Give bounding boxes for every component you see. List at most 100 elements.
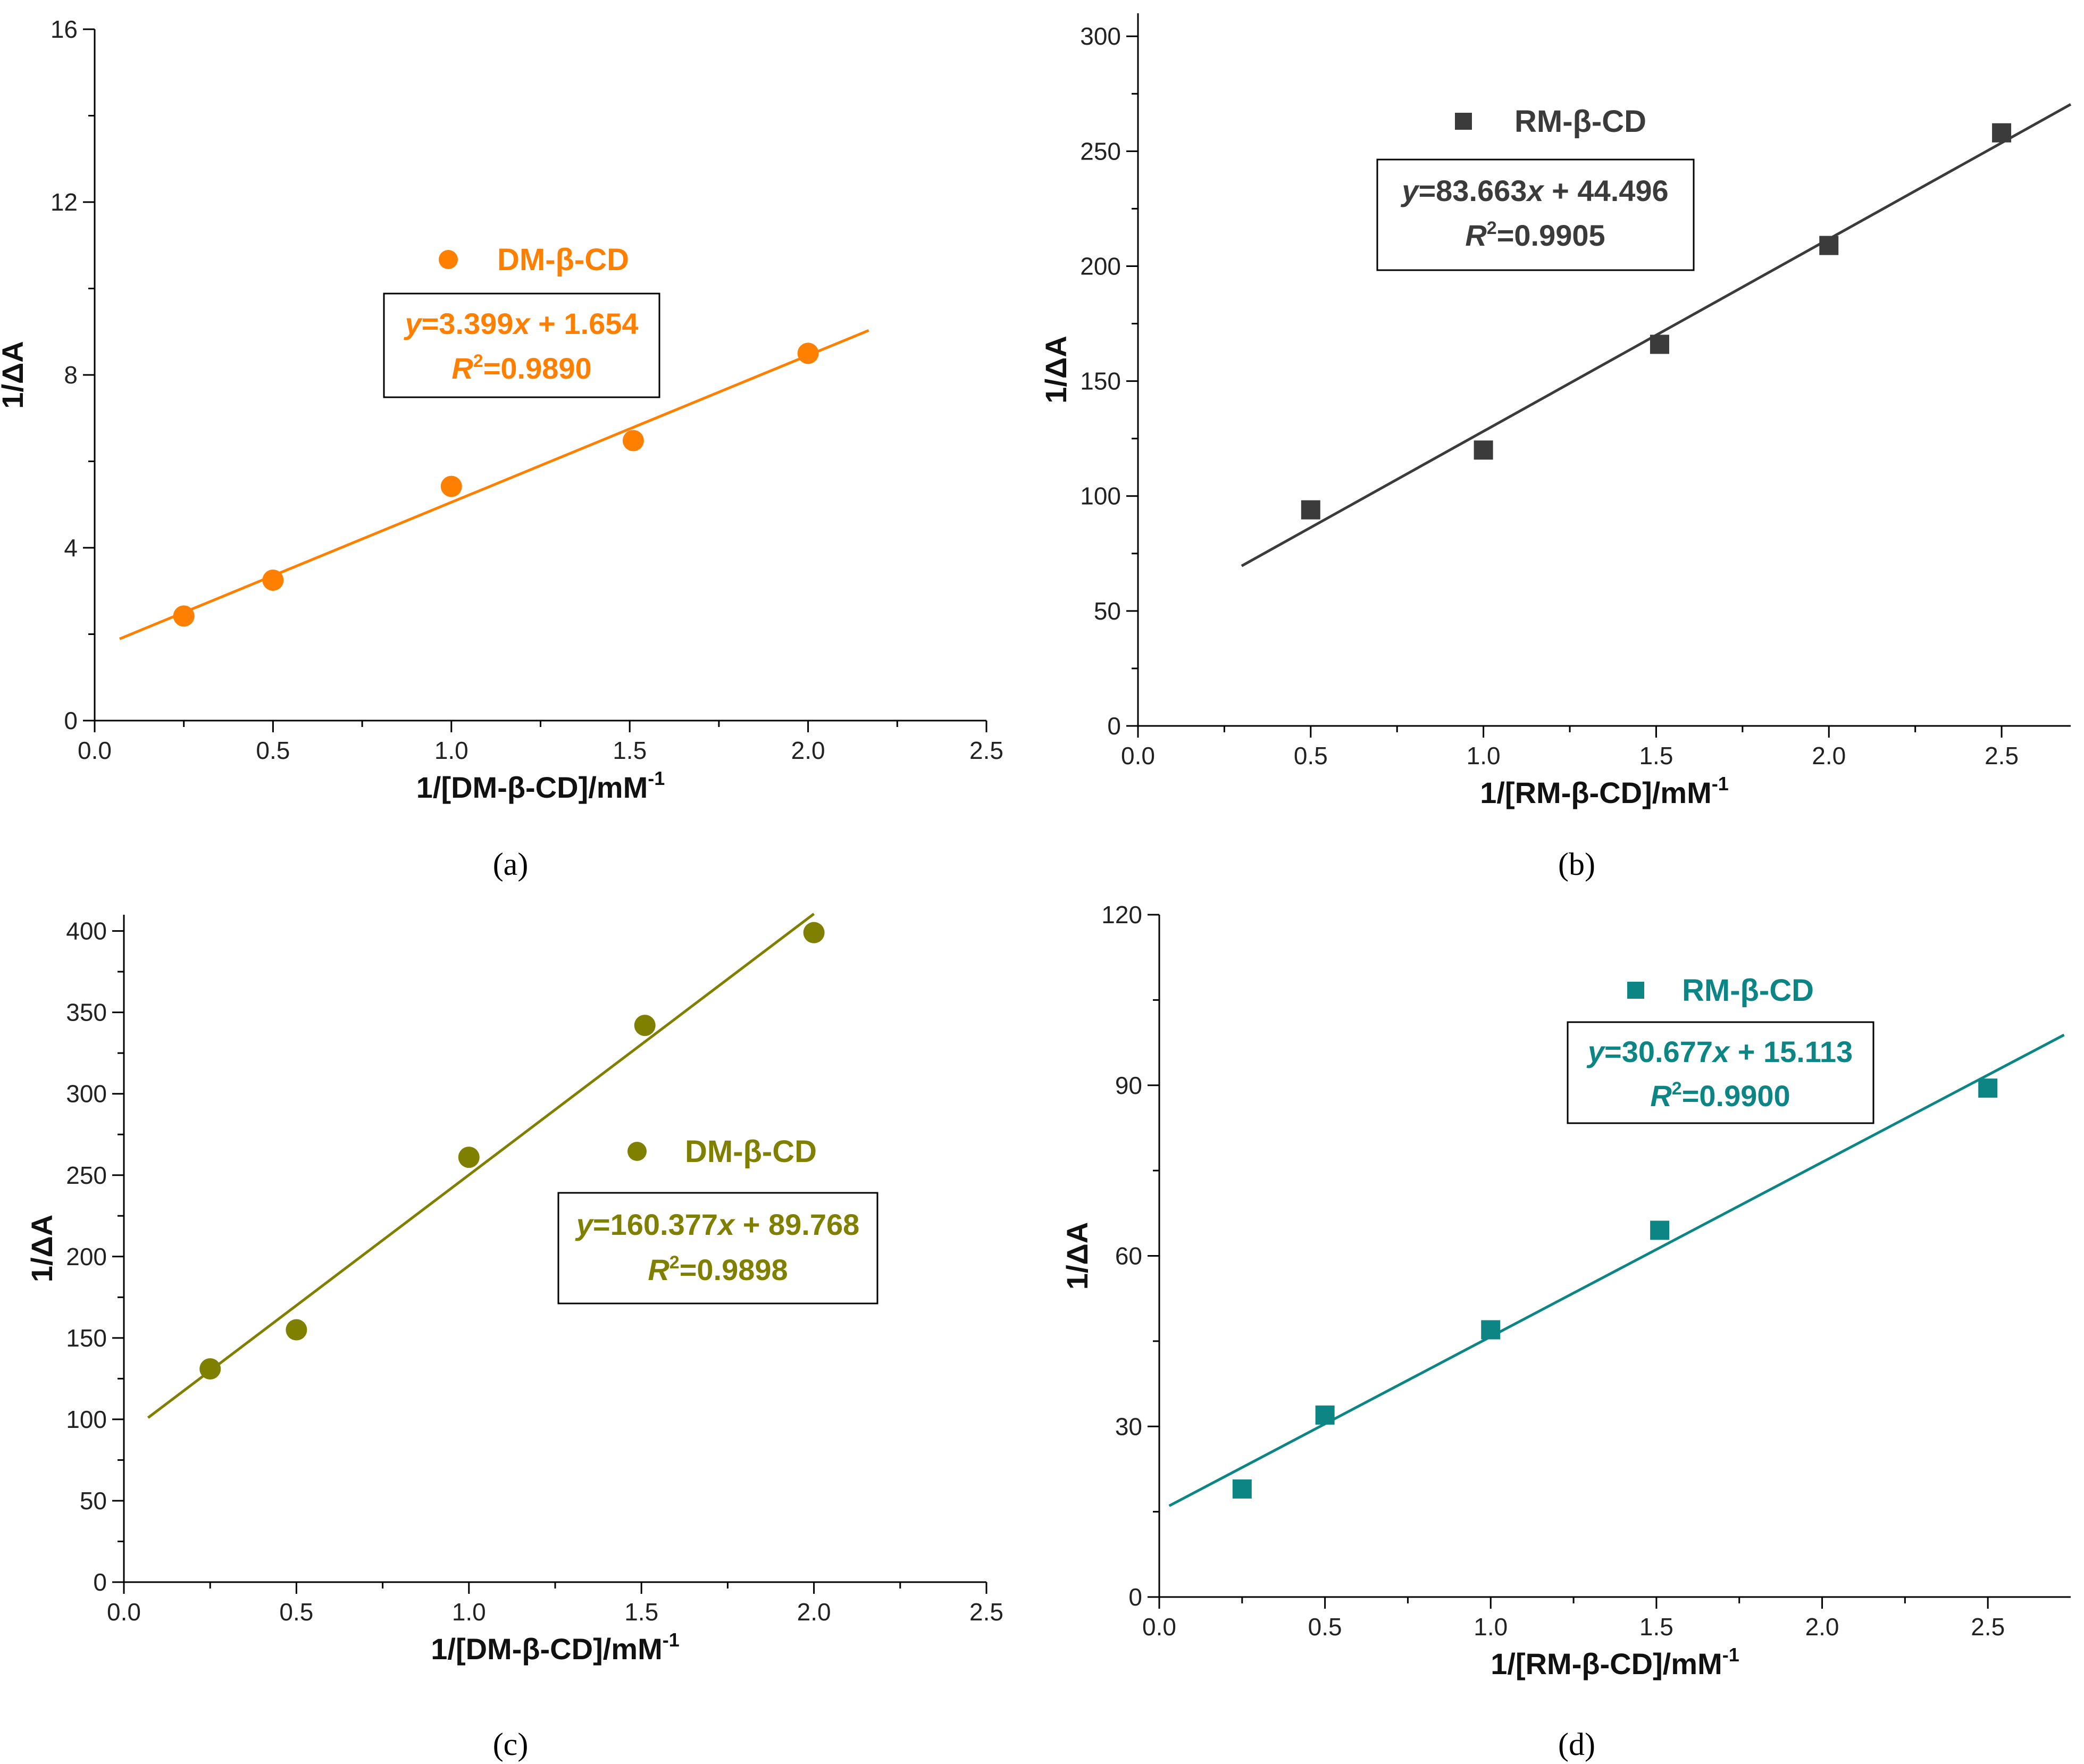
r-squared: R2=0.9905	[1465, 218, 1605, 252]
y-tick-label: 350	[66, 999, 107, 1026]
panel-a: 0 4 8 12 16 0.0 0.5 1.0 1.5 2.0 2.5 1/[DM-β-CD]/mM-…	[0, 15, 1003, 882]
x-axis-title: 1/[RM-β-CD]/mM-1	[1491, 1644, 1739, 1681]
y-tick-label: 0	[64, 707, 78, 734]
y-tick-label: 16	[51, 15, 78, 43]
r-squared-sup: 2	[1487, 218, 1497, 238]
x-axis-title-main: 1/[RM-β-CD]/mM	[1491, 1647, 1722, 1681]
r-squared: R2=0.9900	[1650, 1079, 1790, 1113]
y-tick-label: 0	[1107, 712, 1121, 740]
x-tick-label: 1.0	[1474, 1613, 1508, 1641]
r-squared-sup: 2	[1672, 1079, 1682, 1099]
y-axis-title: 1/ΔA	[1060, 1222, 1094, 1290]
data-point	[1650, 335, 1669, 354]
y-tick-label: 250	[1080, 137, 1121, 165]
legend-marker	[1455, 113, 1472, 130]
data-point	[1978, 1079, 1998, 1098]
legend-marker	[627, 1142, 647, 1161]
y-tick-label: 100	[1080, 482, 1121, 510]
panel-caption: (b)	[1558, 847, 1595, 882]
x-tick-label: 1.0	[452, 1598, 486, 1626]
x-tick-label: 1.5	[613, 737, 647, 764]
x-tick-label: 1.0	[434, 737, 468, 764]
x-axis-title-sup: -1	[1722, 1644, 1739, 1666]
data-point	[1992, 123, 2012, 143]
x-tick-label: 1.0	[1467, 742, 1501, 770]
data-point	[199, 1358, 221, 1380]
y-tick-label: 0	[1128, 1583, 1142, 1611]
data-point	[440, 475, 462, 497]
panel-c: 0 50 100 150 200 250 300 350 400 0.0 0.5 1.0 1.5 2.0 2…	[25, 913, 1003, 1762]
x-tick-label: 0.0	[1121, 742, 1155, 770]
x-tick-label: 2.5	[1971, 1613, 2005, 1641]
equation-box	[1376, 158, 1695, 271]
equation-y-var: y	[1586, 1035, 1606, 1068]
y-tick-label: 4	[64, 534, 78, 562]
data-point	[173, 605, 195, 627]
y-tick-label: 250	[66, 1161, 107, 1189]
x-axis-title-main: 1/[DM-β-CD]/mM	[416, 771, 648, 804]
x-axis-title: 1/[DM-β-CD]/mM-1	[416, 767, 665, 804]
y-tick-label: 60	[1115, 1242, 1142, 1270]
r-squared-label: R	[451, 352, 473, 385]
y-axis-title: 1/ΔA	[0, 341, 29, 408]
x-tick-label: 1.5	[1639, 1613, 1673, 1641]
y-tick-label: 30	[1115, 1412, 1142, 1440]
r-squared-label: R	[648, 1253, 669, 1286]
x-axis-title: 1/[RM-β-CD]/mM-1	[1480, 773, 1728, 809]
equation-x-var: x	[1711, 1035, 1731, 1068]
r-squared: R2=0.9890	[451, 351, 591, 385]
x-tick-label: 1.5	[1639, 742, 1673, 770]
equation-box	[1567, 1021, 1874, 1124]
x-tick-label: 2.0	[1812, 742, 1846, 770]
fit-line	[119, 329, 869, 640]
data-point	[622, 430, 644, 452]
x-axis-title-main: 1/[DM-β-CD]/mM	[431, 1632, 662, 1666]
y-tick-label: 200	[1080, 252, 1121, 280]
data-point	[1474, 440, 1493, 460]
data-point	[1315, 1405, 1335, 1425]
equation-x-var: x	[1525, 174, 1545, 207]
y-tick-label: 150	[66, 1324, 107, 1352]
data-point	[1301, 500, 1320, 520]
x-axis-title: 1/[DM-β-CD]/mM-1	[431, 1629, 679, 1666]
r-squared-value: =0.9890	[483, 352, 592, 385]
legend-label: DM-β-CD	[497, 243, 629, 277]
x-tick-label: 0.5	[1294, 742, 1328, 770]
fit-equation: y=30.677x + 15.113	[1586, 1035, 1853, 1068]
x-tick-label: 0.0	[1142, 1613, 1176, 1641]
x-tick-label: 2.0	[1805, 1613, 1839, 1641]
equation-y-var: y	[403, 307, 423, 340]
data-point	[1819, 236, 1839, 255]
x-tick-label: 2.0	[797, 1598, 831, 1626]
y-tick-label: 400	[66, 917, 107, 945]
r-squared-sup: 2	[473, 351, 483, 371]
x-axis-title-main: 1/[RM-β-CD]/mM	[1480, 776, 1711, 809]
panel-caption: (c)	[493, 1727, 529, 1762]
r-squared-sup: 2	[669, 1252, 680, 1273]
data-point	[797, 342, 819, 364]
r-squared-value: =0.9905	[1497, 219, 1605, 252]
y-tick-label: 300	[1080, 22, 1121, 50]
legend-label: RM-β-CD	[1682, 973, 1814, 1008]
equation-slope: =160.377	[593, 1208, 718, 1241]
fit-line	[1168, 1033, 2065, 1507]
fit-equation: y=160.377x + 89.768	[575, 1208, 860, 1241]
data-point	[458, 1147, 480, 1168]
fit-line	[147, 913, 815, 1419]
fit-equation: y=3.399x + 1.654	[403, 307, 638, 340]
r-squared-value: =0.9900	[1682, 1079, 1790, 1113]
equation-x-var: x	[716, 1208, 736, 1241]
r-squared-label: R	[1465, 219, 1487, 252]
y-tick-label: 50	[80, 1487, 107, 1515]
x-tick-label: 2.5	[969, 1598, 1003, 1626]
x-tick-label: 0.0	[107, 1598, 141, 1626]
data-point	[286, 1319, 307, 1341]
panel-caption: (a)	[493, 847, 529, 882]
y-tick-label: 12	[51, 188, 78, 216]
y-tick-label: 100	[66, 1406, 107, 1433]
data-point	[1481, 1320, 1501, 1340]
y-tick-label: 300	[66, 1080, 107, 1108]
equation-intercept: + 89.768	[734, 1208, 859, 1241]
legend-marker	[1627, 982, 1644, 999]
